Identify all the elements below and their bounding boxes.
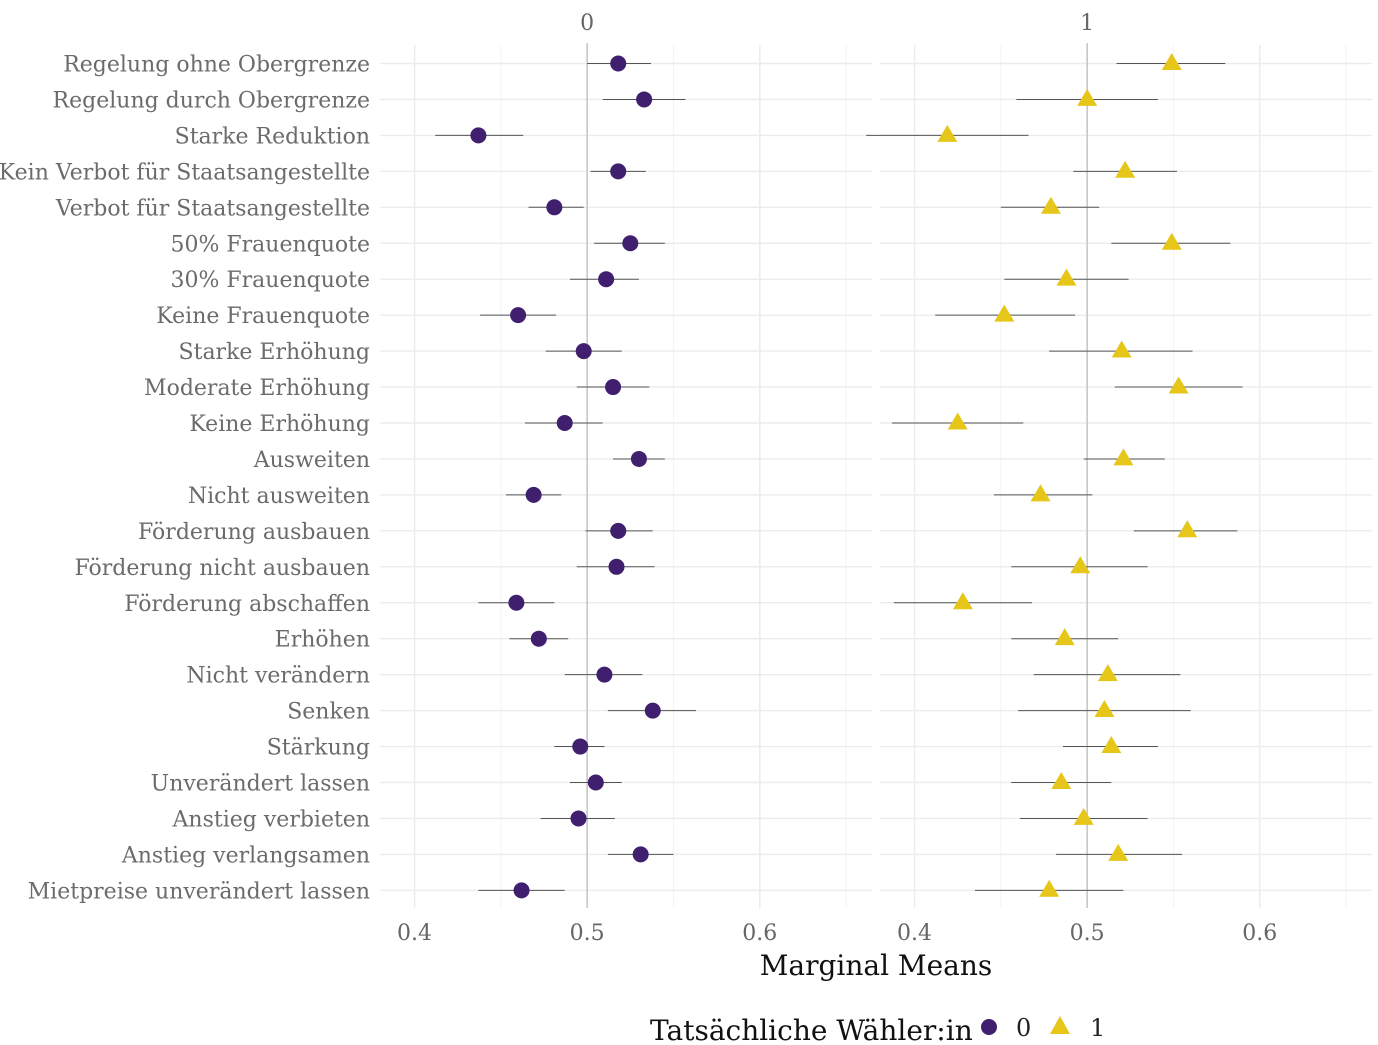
legend-label-1: 1 [1090,1014,1105,1042]
x-axis-title: Marginal Means [760,949,993,982]
facet-label: 1 [1080,11,1094,36]
y-tick-label: Kein Verbot für Staatsangestellte [0,160,370,185]
point-marker [546,199,563,216]
triangle-marker [1054,628,1075,646]
point-marker [575,343,592,360]
y-tick-label: Keine Erhöhung [189,412,370,437]
y-tick-label: Mietpreise unverändert lassen [28,879,370,904]
facet-label: 0 [580,11,594,36]
y-tick-label: Förderung ausbauen [138,520,370,545]
x-tick-label: 0.6 [742,921,777,946]
y-tick-label: Starke Erhöhung [179,340,370,365]
triangle-marker [1039,879,1060,897]
x-tick-label: 0.5 [1070,921,1105,946]
y-tick-label: Verbot für Staatsangestellte [55,196,370,221]
point-marker [644,702,661,719]
x-axis-ticks: 0.4 0.5 0.6 0.4 0.5 0.6 [397,921,1277,946]
y-tick-label: Ausweiten [253,448,370,473]
triangle-marker [1040,196,1061,214]
point-marker [630,450,647,467]
x-tick-label: 0.6 [1242,921,1277,946]
point-marker [610,55,627,72]
triangle-marker [937,124,958,142]
point-marker [556,415,573,431]
triangle-marker [1073,807,1094,825]
point-marker [636,91,653,108]
y-tick-label: Regelung ohne Obergrenze [63,53,370,78]
legend-key-1 [1050,1016,1070,1034]
y-tick-label: 30% Frauenquote [170,268,370,293]
y-tick-label: Anstieg verbieten [172,807,370,832]
triangle-marker [1111,340,1132,358]
y-tick-label: Keine Frauenquote [156,304,370,329]
y-tick-label: Stärkung [267,736,370,761]
legend-key-0 [981,1019,997,1035]
triangle-marker [1094,700,1115,718]
point-marker [632,846,649,863]
point-marker [572,738,589,755]
point-marker [622,235,639,252]
triangle-marker [1051,771,1072,789]
point-marker [513,882,530,899]
legend-label-0: 0 [1016,1014,1031,1042]
y-tick-label: Nicht ausweiten [188,484,370,509]
point-marker [510,307,527,324]
triangle-marker [1101,736,1122,754]
y-tick-label: Förderung abschaffen [124,592,370,617]
triangle-marker [1161,232,1182,250]
triangle-marker [1056,268,1077,286]
point-marker [587,774,604,791]
point-marker [610,163,627,180]
point-marker [605,379,622,396]
y-tick-label: Förderung nicht ausbauen [74,556,370,581]
triangle-marker [952,592,973,610]
y-tick-label: Unverändert lassen [151,772,370,797]
panel-background [380,43,1372,908]
point-marker [508,594,525,611]
point-marker [610,522,627,539]
triangle-marker [1077,88,1098,106]
point-marker [570,810,587,827]
legend-title: Tatsächliche Wähler:in [650,1014,973,1045]
point-marker [470,127,487,144]
y-tick-label: Senken [287,700,370,725]
y-tick-label: Regelung durch Obergrenze [53,88,370,113]
triangle-marker [1113,448,1134,466]
point-marker [598,271,615,288]
triangle-marker [1161,52,1182,70]
data-marks [435,52,1243,899]
triangle-marker [1108,843,1129,861]
y-tick-label: Anstieg verlangsamen [121,843,370,868]
triangle-marker [1115,160,1136,178]
point-marker [530,630,547,647]
triangle-marker [1097,664,1118,682]
y-tick-label: Erhöhen [275,628,370,653]
legend: Tatsächliche Wähler:in 0 1 [650,1014,1105,1045]
triangle-marker [1070,556,1091,574]
y-axis-labels: Regelung ohne Obergrenze Regelung durch O… [0,53,370,905]
x-tick-label: 0.5 [570,921,605,946]
triangle-marker [1030,484,1051,502]
x-tick-label: 0.4 [897,921,932,946]
y-tick-label: 50% Frauenquote [170,232,370,257]
point-marker [596,666,613,683]
triangle-marker [947,412,968,430]
triangle-marker [1168,376,1189,394]
x-tick-label: 0.4 [397,921,432,946]
point-marker [608,558,625,575]
y-tick-label: Nicht verändern [186,664,370,689]
y-tick-label: Moderate Erhöhung [144,376,370,401]
triangle-marker [994,304,1015,322]
triangle-marker [1177,520,1198,538]
point-marker [525,486,542,503]
y-tick-label: Starke Reduktion [175,124,370,149]
